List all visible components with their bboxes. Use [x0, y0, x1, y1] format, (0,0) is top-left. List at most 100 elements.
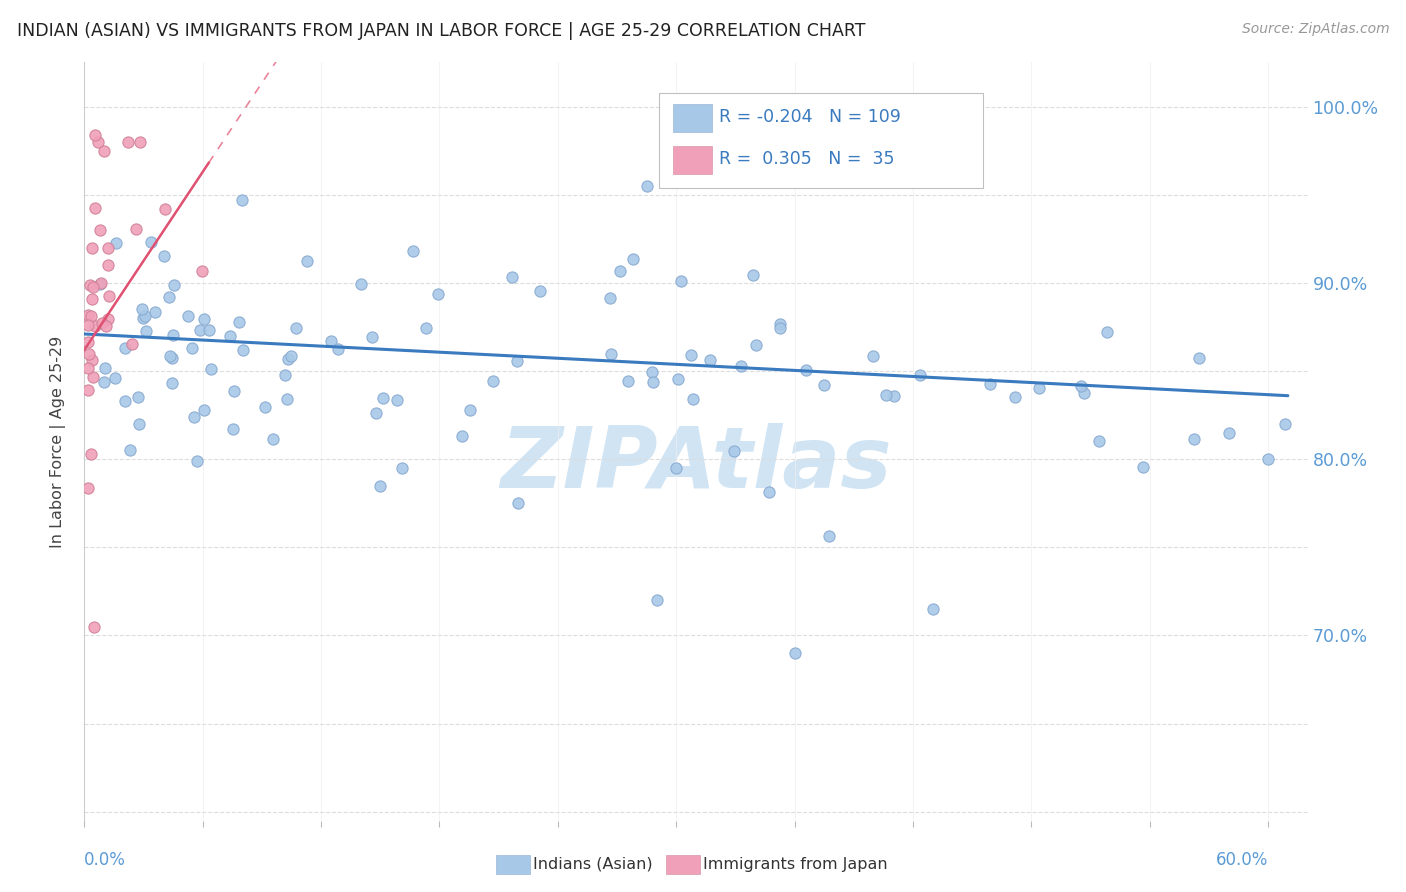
- Point: [645, 593, 668, 607]
- Point: [391, 461, 413, 475]
- Point: [84, 319, 107, 334]
- Point: [1004, 390, 1026, 404]
- Point: [699, 353, 721, 368]
- Point: [769, 317, 792, 331]
- Point: [297, 254, 319, 268]
- Point: [79, 447, 101, 461]
- Point: [742, 268, 765, 282]
- Point: [84, 128, 107, 143]
- Point: [1218, 425, 1240, 440]
- Point: [180, 341, 202, 355]
- Point: [501, 270, 523, 285]
- Point: [600, 347, 623, 361]
- Point: [482, 374, 505, 388]
- Point: [90, 276, 112, 290]
- Point: [143, 304, 166, 318]
- Point: [128, 417, 150, 432]
- Point: [666, 372, 689, 386]
- Point: [127, 390, 149, 404]
- Point: [93, 144, 115, 158]
- Point: [350, 277, 373, 291]
- Point: [93, 361, 115, 376]
- Point: [665, 461, 688, 475]
- Point: [157, 290, 180, 304]
- Point: [77, 318, 100, 332]
- Point: [98, 288, 121, 302]
- Point: [599, 291, 621, 305]
- Point: [253, 400, 276, 414]
- Point: [373, 391, 395, 405]
- Point: [1257, 452, 1279, 467]
- Point: [118, 443, 141, 458]
- Point: [188, 323, 211, 337]
- Point: [908, 368, 931, 383]
- Point: [415, 321, 437, 335]
- Point: [364, 406, 387, 420]
- Point: [783, 646, 806, 660]
- Point: [361, 330, 384, 344]
- Point: [232, 343, 254, 358]
- Point: [186, 454, 208, 468]
- Point: [163, 278, 186, 293]
- FancyBboxPatch shape: [672, 104, 711, 132]
- Point: [97, 241, 120, 255]
- Point: [1073, 385, 1095, 400]
- Point: [193, 402, 215, 417]
- Text: Source: ZipAtlas.com: Source: ZipAtlas.com: [1241, 22, 1389, 37]
- Point: [193, 312, 215, 326]
- Point: [125, 222, 148, 236]
- Point: [426, 287, 449, 301]
- Point: [529, 285, 551, 299]
- Point: [862, 349, 884, 363]
- Point: [97, 258, 120, 272]
- Point: [1097, 325, 1119, 339]
- Text: Immigrants from Japan: Immigrants from Japan: [703, 857, 887, 871]
- Point: [681, 348, 703, 362]
- Point: [921, 602, 943, 616]
- Point: [89, 277, 111, 291]
- Point: [875, 388, 897, 402]
- Point: [91, 316, 114, 330]
- Point: [284, 320, 307, 334]
- Point: [114, 393, 136, 408]
- Point: [813, 377, 835, 392]
- Point: [730, 359, 752, 373]
- Point: [617, 374, 640, 388]
- Point: [1188, 351, 1211, 365]
- Point: [183, 409, 205, 424]
- Point: [80, 353, 103, 368]
- Point: [640, 365, 662, 379]
- Point: [77, 334, 100, 349]
- Point: [121, 336, 143, 351]
- Point: [82, 369, 104, 384]
- Point: [135, 324, 157, 338]
- Y-axis label: In Labor Force | Age 25-29: In Labor Force | Age 25-29: [49, 335, 66, 548]
- Point: [77, 347, 100, 361]
- Point: [262, 432, 284, 446]
- Point: [979, 376, 1001, 391]
- Point: [93, 375, 115, 389]
- Point: [89, 223, 111, 237]
- Text: R =  0.305   N =  35: R = 0.305 N = 35: [720, 151, 894, 169]
- Point: [451, 429, 474, 443]
- Point: [77, 360, 100, 375]
- Text: INDIAN (ASIAN) VS IMMIGRANTS FROM JAPAN IN LABOR FORCE | AGE 25-29 CORRELATION C: INDIAN (ASIAN) VS IMMIGRANTS FROM JAPAN …: [17, 22, 865, 40]
- Point: [197, 323, 219, 337]
- Point: [460, 402, 482, 417]
- Point: [280, 349, 302, 363]
- Point: [385, 392, 408, 407]
- Point: [641, 376, 664, 390]
- Point: [162, 327, 184, 342]
- Point: [132, 310, 155, 325]
- Point: [97, 312, 120, 326]
- Point: [139, 235, 162, 250]
- Point: [200, 362, 222, 376]
- Point: [219, 328, 242, 343]
- Point: [83, 620, 105, 634]
- Point: [79, 278, 101, 293]
- Point: [723, 443, 745, 458]
- Point: [177, 310, 200, 324]
- Point: [1028, 381, 1050, 395]
- Point: [222, 422, 245, 436]
- Point: [758, 484, 780, 499]
